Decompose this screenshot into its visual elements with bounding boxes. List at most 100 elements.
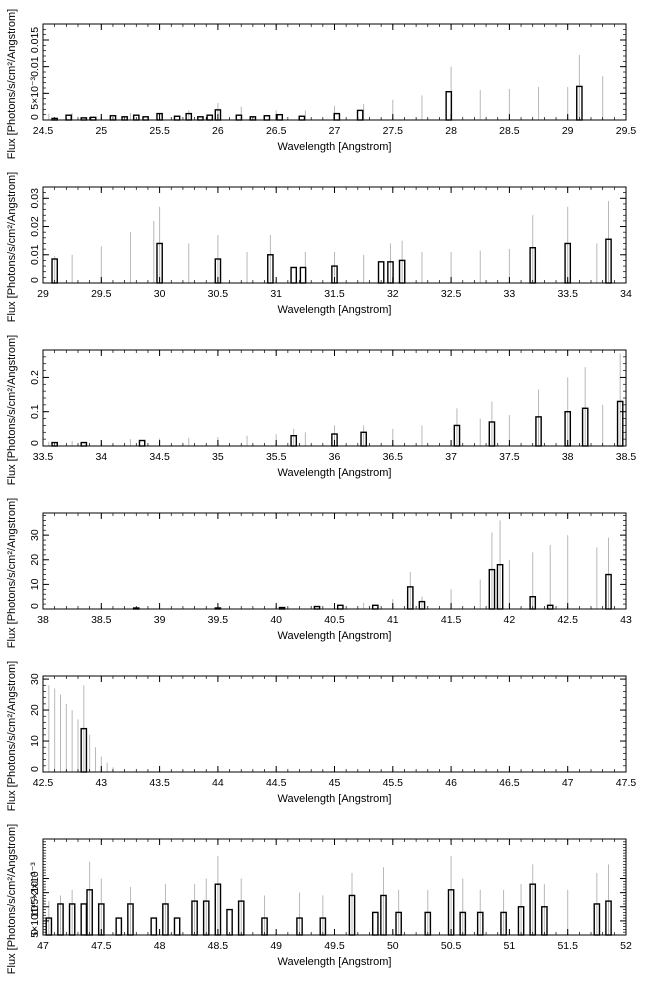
x-tick-label: 44.5 bbox=[266, 777, 287, 789]
flux-bar bbox=[337, 604, 344, 610]
error-bars bbox=[48, 353, 621, 446]
flux-bar bbox=[65, 114, 72, 121]
y-tick-label: 20 bbox=[29, 554, 41, 566]
x-tick-label: 36 bbox=[329, 451, 341, 463]
x-tick-label: 41.5 bbox=[441, 614, 462, 626]
x-tick-label: 31.5 bbox=[324, 288, 345, 300]
x-tick-label: 46 bbox=[445, 777, 457, 789]
x-tick-label: 30.5 bbox=[208, 288, 229, 300]
flux-bar bbox=[290, 266, 298, 284]
y-tick-label: 0.02 bbox=[29, 216, 41, 237]
x-tick-label: 33.5 bbox=[557, 288, 578, 300]
x-axis-label: Wavelength [Angstrom] bbox=[278, 793, 392, 805]
x-tick-label: 32 bbox=[387, 288, 399, 300]
x-tick-label: 39.5 bbox=[208, 614, 229, 626]
flux-bins bbox=[51, 400, 624, 447]
x-axis-label: Wavelength [Angstrom] bbox=[278, 141, 392, 153]
x-tick-label: 38.5 bbox=[616, 451, 637, 463]
y-tick-label: 5×10⁻⁴ bbox=[29, 904, 41, 938]
y-axis-label: Flux [Photons/s/cm²/Angstrom] bbox=[6, 172, 18, 322]
x-tick-label: 39 bbox=[154, 614, 166, 626]
x-tick-label: 51.5 bbox=[557, 940, 578, 952]
chart-panel-5: 42.5 43 43.5 44 44.5 45 45.5 46 46.5 47 47.5 0 10 20 3… bbox=[6, 661, 636, 811]
y-axis-label: Flux [Photons/s/cm²/Angstrom] bbox=[6, 824, 18, 974]
x-tick-label: 34 bbox=[95, 451, 107, 463]
error-bars bbox=[48, 685, 114, 772]
y-tick-label: 1.5×10⁻³ bbox=[29, 871, 41, 913]
y-tick-label: 0 bbox=[29, 929, 41, 935]
x-tick-label: 48.5 bbox=[208, 940, 229, 952]
x-axis-label: Wavelength [Angstrom] bbox=[278, 467, 392, 479]
y-tick-label: 10 bbox=[29, 735, 41, 747]
x-axis-label: Wavelength [Angstrom] bbox=[278, 956, 392, 968]
x-tick-label: 29 bbox=[37, 288, 49, 300]
y-tick-label: 0.1 bbox=[29, 404, 41, 419]
x-tick-label: 29 bbox=[562, 125, 574, 137]
flux-bar bbox=[276, 113, 284, 121]
x-tick-label: 27 bbox=[329, 125, 341, 137]
y-axis-label: Flux [Photons/s/cm²/Angstrom] bbox=[6, 661, 18, 811]
x-tick-label: 35.5 bbox=[266, 451, 287, 463]
y-tick-label: 0.01 bbox=[29, 56, 41, 77]
x-tick-label: 30 bbox=[154, 288, 166, 300]
y-tick-label: 20 bbox=[29, 704, 41, 716]
y-axis-label: Flux [Photons/s/cm²/Angstrom] bbox=[6, 498, 18, 648]
y-tick-label: 0 bbox=[29, 277, 41, 283]
x-tick-label: 42.5 bbox=[33, 777, 54, 789]
x-tick-label: 26.5 bbox=[266, 125, 287, 137]
x-tick-label: 37 bbox=[445, 451, 457, 463]
x-tick-label: 36.5 bbox=[383, 451, 404, 463]
x-tick-label: 34.5 bbox=[149, 451, 170, 463]
flux-bar bbox=[263, 115, 271, 121]
x-tick-label: 37.5 bbox=[499, 451, 520, 463]
x-tick-label: 52 bbox=[620, 940, 632, 952]
x-tick-label: 27.5 bbox=[383, 125, 404, 137]
x-tick-label: 46.5 bbox=[499, 777, 520, 789]
x-tick-label: 50 bbox=[387, 940, 399, 952]
x-tick-label: 34 bbox=[620, 288, 632, 300]
x-tick-label: 40.5 bbox=[324, 614, 345, 626]
y-tick-label: 10⁻³ bbox=[29, 896, 41, 917]
x-tick-label: 45.5 bbox=[383, 777, 404, 789]
error-bars bbox=[48, 855, 627, 935]
chart-panel-3: 33.5 34 34.5 35 35.5 36 36.5 37 37.5 38 38.5 0 0.1 0.… bbox=[6, 335, 636, 485]
x-tick-label: 41 bbox=[387, 614, 399, 626]
x-tick-label: 31 bbox=[270, 288, 282, 300]
x-tick-label: 47.5 bbox=[91, 940, 112, 952]
x-tick-label: 24.5 bbox=[33, 125, 54, 137]
x-tick-label: 38 bbox=[562, 451, 574, 463]
plot-frame bbox=[42, 675, 627, 773]
x-tick-label: 48 bbox=[154, 940, 166, 952]
chart-panel-4: 38 38.5 39 39.5 40 40.5 41 41.5 42 42.5 43 0 10 20 30 W… bbox=[6, 498, 632, 648]
x-tick-label: 25 bbox=[95, 125, 107, 137]
y-tick-label: 0.01 bbox=[29, 244, 41, 265]
x-tick-label: 49 bbox=[270, 940, 282, 952]
flux-bar bbox=[150, 917, 158, 936]
error-bars bbox=[54, 201, 627, 283]
x-tick-label: 26 bbox=[212, 125, 224, 137]
flux-bar bbox=[115, 917, 123, 936]
flux-bar bbox=[80, 441, 88, 447]
chart-panel-6: 47 47.5 48 48.5 49 49.5 50 50.5 51 51.5 52 05×10⁻⁴1… bbox=[6, 824, 632, 974]
flux-bins bbox=[132, 563, 612, 610]
x-tick-label: 44 bbox=[212, 777, 224, 789]
flux-bar bbox=[371, 911, 379, 936]
error-bars bbox=[159, 520, 627, 609]
y-tick-label: 0.03 bbox=[29, 188, 41, 209]
y-tick-label: 30 bbox=[29, 529, 41, 541]
flux-bar bbox=[226, 908, 233, 936]
flux-bar bbox=[356, 109, 364, 121]
flux-bins bbox=[51, 85, 583, 121]
flux-bar bbox=[173, 115, 181, 121]
x-tick-label: 47 bbox=[37, 940, 49, 952]
x-tick-label: 35 bbox=[212, 451, 224, 463]
x-tick-label: 50.5 bbox=[441, 940, 462, 952]
x-tick-label: 47 bbox=[562, 777, 574, 789]
y-tick-label: 5×10⁻³ bbox=[29, 76, 41, 109]
flux-bar bbox=[298, 115, 306, 121]
y-tick-label: 0 bbox=[29, 114, 41, 120]
x-tick-label: 28.5 bbox=[499, 125, 520, 137]
error-bars bbox=[48, 54, 627, 120]
flux-bar bbox=[377, 261, 385, 284]
